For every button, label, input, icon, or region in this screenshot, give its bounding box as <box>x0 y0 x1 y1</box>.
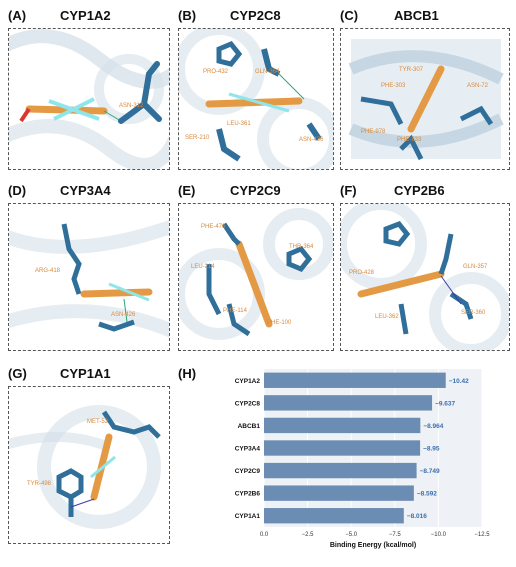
x-tick-label: −7.5 <box>389 532 402 538</box>
category-label: CYP1A2 <box>235 378 261 385</box>
docking-view-cyp1a2: ASN-312 <box>8 28 170 170</box>
docking-view-cyp1a1: MET-52 TYR-498 <box>8 386 170 544</box>
residue-label: GLN-357 <box>463 264 488 270</box>
docking-view-cyp3a4: ARG-418 ASN-426 <box>8 203 170 351</box>
panel-letter-a: (A) <box>8 8 27 23</box>
docking-view-abcb1: TYR-307 PHE-303 PHE-978 ASN-72 PHE-833 <box>340 28 510 170</box>
residue-label: MET-52 <box>87 419 109 425</box>
bar <box>264 395 433 411</box>
value-label: −8.749 <box>420 468 440 475</box>
residue-label: PHE-833 <box>397 137 422 143</box>
x-tick-label: −12.5 <box>474 532 490 538</box>
residue-label: ARG-418 <box>35 268 61 274</box>
category-label: CYP3A4 <box>235 446 261 453</box>
bar <box>264 508 404 524</box>
residue-label: PHE-476 <box>201 224 226 230</box>
residue-label: ASN-436 <box>299 137 324 143</box>
bar <box>264 372 446 388</box>
category-label: CYP2B6 <box>235 491 261 498</box>
value-label: −8.95 <box>423 446 440 453</box>
category-label: CYP2C9 <box>235 468 261 475</box>
value-label: −8.016 <box>407 513 427 520</box>
cyp2b6-structure: PRO-428 GLN-357 LEU-362 SER-360 <box>341 204 509 350</box>
residue-label: ASN-426 <box>111 312 136 318</box>
residue-label: PHE-303 <box>381 83 406 89</box>
residue-label: SER-210 <box>185 135 210 141</box>
residue-label: ASN-312 <box>119 103 144 109</box>
category-label: CYP1A1 <box>235 513 261 520</box>
value-label: −10.42 <box>449 378 469 385</box>
bar <box>264 485 414 501</box>
cyp2c8-structure: PRO-432 GLN-364 LEU-361 SER-210 ASN-436 <box>179 29 333 169</box>
bar <box>264 462 417 479</box>
cyp3a4-structure: ARG-418 ASN-426 <box>9 220 169 338</box>
panel-title-c: ABCB1 <box>394 8 439 23</box>
panel-title-b: CYP2C8 <box>230 8 281 23</box>
residue-label: ASN-72 <box>467 83 489 89</box>
residue-label: TYR-307 <box>399 67 424 73</box>
cyp1a2-structure: ASN-312 <box>9 29 169 169</box>
x-tick-label: −2.5 <box>302 532 315 538</box>
category-label: CYP2C8 <box>235 400 261 407</box>
x-tick-label: 0.0 <box>260 532 269 538</box>
residue-label: SER-360 <box>461 310 486 316</box>
residue-label: THR-364 <box>289 244 314 250</box>
category-label: ABCB1 <box>238 423 261 430</box>
x-axis-label: Binding Energy (kcal/mol) <box>330 542 416 549</box>
docking-view-cyp2c8: PRO-432 GLN-364 LEU-361 SER-210 ASN-436 <box>178 28 334 170</box>
docking-view-cyp2b6: PRO-428 GLN-357 LEU-362 SER-360 <box>340 203 510 351</box>
binding-energy-chart: 0.0 −2.5 −5.0 −7.5 −10.0 −12.5 CYP1A2 −10.42 CYP… <box>218 365 510 555</box>
residue-label: PHE-114 <box>223 308 248 314</box>
chart-canvas: 0.0 −2.5 −5.0 −7.5 −10.0 −12.5 CYP1A2 −10.42 CYP… <box>218 365 510 560</box>
bar <box>264 417 421 434</box>
residue-label: PHE-978 <box>361 129 386 135</box>
residue-label: GLN-364 <box>255 69 280 75</box>
panel-title-e: CYP2C9 <box>230 183 281 198</box>
value-label: −9.637 <box>435 400 455 407</box>
docking-view-cyp2c9: PHE-476 THR-364 LEU-214 PHE-114 PHE-100 <box>178 203 334 351</box>
residue-label: PRO-428 <box>349 270 375 276</box>
residue-label: LEU-362 <box>375 314 399 320</box>
panel-letter-f: (F) <box>340 183 357 198</box>
panel-title-f: CYP2B6 <box>394 183 445 198</box>
panel-letter-g: (G) <box>8 366 27 381</box>
panel-letter-e: (E) <box>178 183 196 198</box>
residue-label: PHE-100 <box>267 320 292 326</box>
residue-label: PRO-432 <box>203 69 229 75</box>
abcb1-structure: TYR-307 PHE-303 PHE-978 ASN-72 PHE-833 <box>348 39 504 161</box>
panel-title-d: CYP3A4 <box>60 183 111 198</box>
panel-letter-b: (B) <box>178 8 197 23</box>
x-tick-label: −5.0 <box>345 532 358 538</box>
value-label: −8.592 <box>417 491 437 498</box>
x-tick-label: −10.0 <box>431 532 447 538</box>
residue-label: TYR-498 <box>27 481 52 487</box>
residue-label: LEU-214 <box>191 264 215 270</box>
chart-svg: 0.0 −2.5 −5.0 −7.5 −10.0 −12.5 CYP1A2 −10.42 CYP… <box>235 369 490 549</box>
panel-letter-d: (D) <box>8 183 27 198</box>
bar <box>264 440 421 456</box>
panel-title-g: CYP1A1 <box>60 366 111 381</box>
panel-letter-h: (H) <box>178 366 197 381</box>
cyp2c9-structure: PHE-476 THR-364 LEU-214 PHE-114 PHE-100 <box>179 208 333 340</box>
panel-title-a: CYP1A2 <box>60 8 111 23</box>
panel-letter-c: (C) <box>340 8 359 23</box>
cyp1a1-structure: MET-52 TYR-498 <box>9 405 161 529</box>
residue-label: LEU-361 <box>227 121 251 127</box>
value-label: −8.964 <box>423 423 443 430</box>
